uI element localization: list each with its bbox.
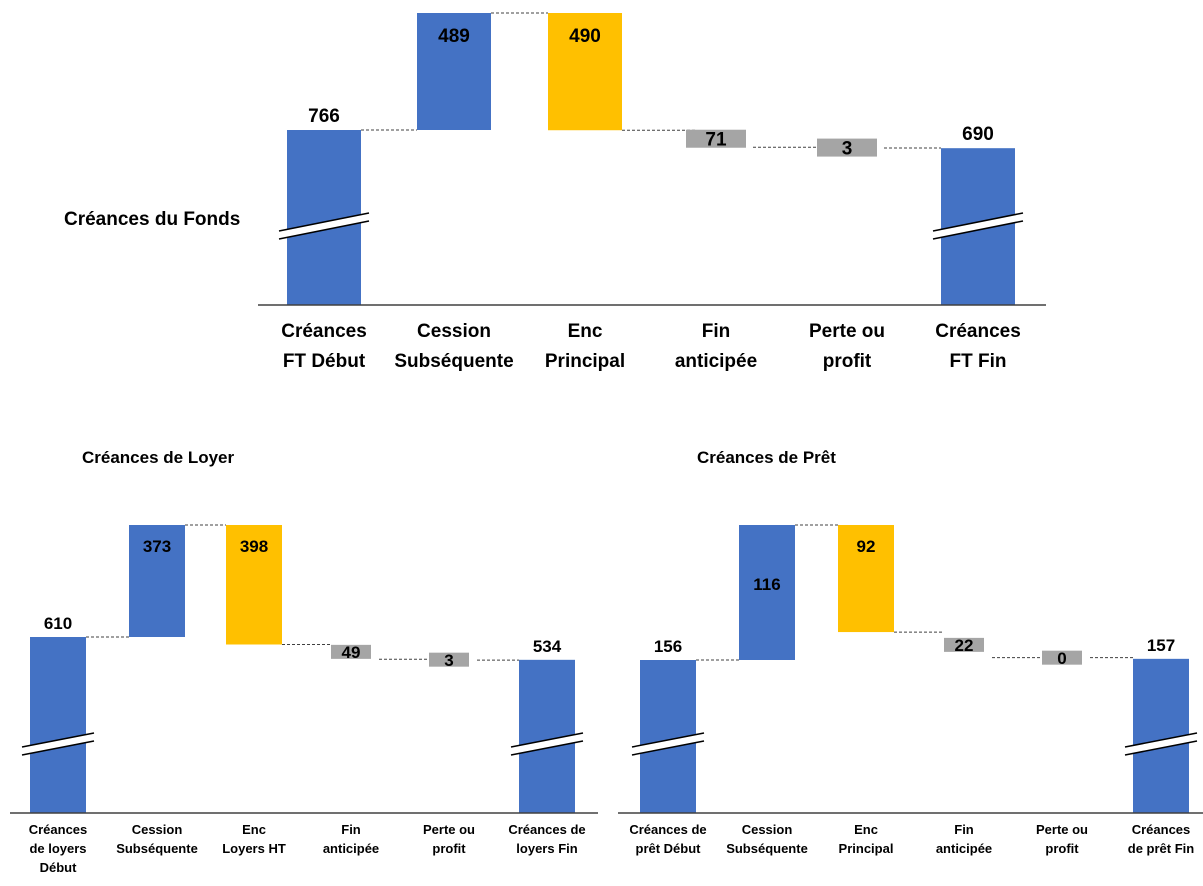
waterfall-chart-2: 610 373 398 49 3 534 Créances de loyers Début Ces… xyxy=(10,448,598,875)
axis-break-line xyxy=(631,732,705,748)
category-label-5: Perte ou xyxy=(423,822,475,837)
axis-break-line xyxy=(1124,740,1198,756)
category-label-5: Perte ou xyxy=(1036,822,1088,837)
axis-break-gap xyxy=(22,733,94,755)
category-label-1: prêt Début xyxy=(636,841,702,856)
category-label-2: Subséquente xyxy=(726,841,808,856)
category-label-2: Cession xyxy=(742,822,793,837)
value-label-2: 116 xyxy=(753,575,780,594)
category-label-1: Début xyxy=(40,860,78,875)
category-label-1: Créances de xyxy=(629,822,706,837)
category-label-5: profit xyxy=(823,351,872,372)
axis-break-gap xyxy=(511,733,583,755)
bar-2 xyxy=(417,13,491,130)
category-label-1: Créances xyxy=(281,321,367,342)
category-label-4: Fin xyxy=(954,822,974,837)
value-label-4: 49 xyxy=(342,643,361,662)
value-label-5: 3 xyxy=(842,138,853,159)
axis-break-line xyxy=(932,220,1024,240)
bar-4 xyxy=(944,637,984,652)
category-label-2: Cession xyxy=(417,321,491,342)
axis-break-line xyxy=(278,220,370,240)
category-label-4: Fin xyxy=(702,321,731,342)
category-label-2: Subséquente xyxy=(394,351,513,372)
axis-break-line xyxy=(278,212,370,232)
chart-title: Créances de Prêt xyxy=(697,448,836,467)
bar-3 xyxy=(226,525,282,645)
axis-break-gap xyxy=(632,733,704,755)
value-label-5: 3 xyxy=(444,651,453,670)
axis-break-line xyxy=(631,740,705,756)
category-label-4: anticipée xyxy=(936,841,992,856)
value-label-3: 92 xyxy=(857,537,876,556)
bar-5 xyxy=(817,138,877,157)
axis-break-line xyxy=(21,740,95,756)
category-label-1: FT Début xyxy=(283,351,366,372)
category-label-5: profit xyxy=(432,841,466,856)
bar-2 xyxy=(739,525,795,660)
category-label-4: anticipée xyxy=(675,351,757,372)
chart-title: Créances de Loyer xyxy=(82,448,235,467)
value-label-4: 22 xyxy=(955,636,974,655)
axis-break-line xyxy=(510,732,584,748)
bar-1 xyxy=(30,637,86,813)
category-label-4: anticipée xyxy=(323,841,379,856)
category-label-3: Enc xyxy=(568,321,603,342)
bar-3 xyxy=(548,13,622,131)
category-label-2: Subséquente xyxy=(116,841,198,856)
bar-2 xyxy=(129,525,185,637)
category-label-6: FT Fin xyxy=(950,351,1007,372)
value-label-5: 0 xyxy=(1057,649,1066,668)
value-label-1: 156 xyxy=(654,637,682,656)
axis-break-line xyxy=(932,212,1024,232)
category-label-5: profit xyxy=(1045,841,1079,856)
axis-break-gap xyxy=(1125,733,1197,755)
category-label-6: Créances xyxy=(1132,822,1191,837)
waterfall-chart-1: 766 489 490 71 3 690 Créances FT Début Cession Su… xyxy=(64,12,1046,372)
category-label-2: Cession xyxy=(132,822,183,837)
bar-4 xyxy=(686,129,746,148)
category-label-1: de loyers xyxy=(29,841,86,856)
bar-5 xyxy=(429,652,469,667)
value-label-4: 71 xyxy=(705,130,727,151)
category-label-6: Créances de xyxy=(508,822,585,837)
axis-break-line xyxy=(1124,732,1198,748)
axis-break-line xyxy=(21,732,95,748)
category-label-3: Principal xyxy=(839,841,894,856)
value-label-2: 373 xyxy=(143,537,171,556)
category-label-3: Enc xyxy=(854,822,878,837)
chart-title: Créances du Fonds xyxy=(64,209,240,230)
bar-5 xyxy=(1042,650,1082,665)
axis-break-gap xyxy=(933,213,1023,239)
category-label-4: Fin xyxy=(341,822,361,837)
value-label-6: 157 xyxy=(1147,636,1175,655)
category-label-3: Loyers HT xyxy=(222,841,286,856)
value-label-3: 398 xyxy=(240,537,268,556)
value-label-3: 490 xyxy=(569,26,601,47)
bar-3 xyxy=(838,525,894,633)
category-label-1: Créances xyxy=(29,822,88,837)
waterfall-chart-3: 156 116 92 22 0 157 Créances de prêt Début Cessi… xyxy=(618,448,1203,856)
category-label-3: Enc xyxy=(242,822,266,837)
value-label-6: 690 xyxy=(962,124,994,145)
value-label-6: 534 xyxy=(533,637,562,656)
value-label-1: 610 xyxy=(44,614,72,633)
category-label-6: loyers Fin xyxy=(516,841,577,856)
bar-4 xyxy=(331,644,371,659)
category-label-6: de prêt Fin xyxy=(1128,841,1195,856)
value-label-1: 766 xyxy=(308,106,340,127)
value-label-2: 489 xyxy=(438,26,470,47)
axis-break-gap xyxy=(279,213,369,239)
axis-break-line xyxy=(510,740,584,756)
category-label-5: Perte ou xyxy=(809,321,885,342)
category-label-6: Créances xyxy=(935,321,1021,342)
category-label-3: Principal xyxy=(545,351,625,372)
